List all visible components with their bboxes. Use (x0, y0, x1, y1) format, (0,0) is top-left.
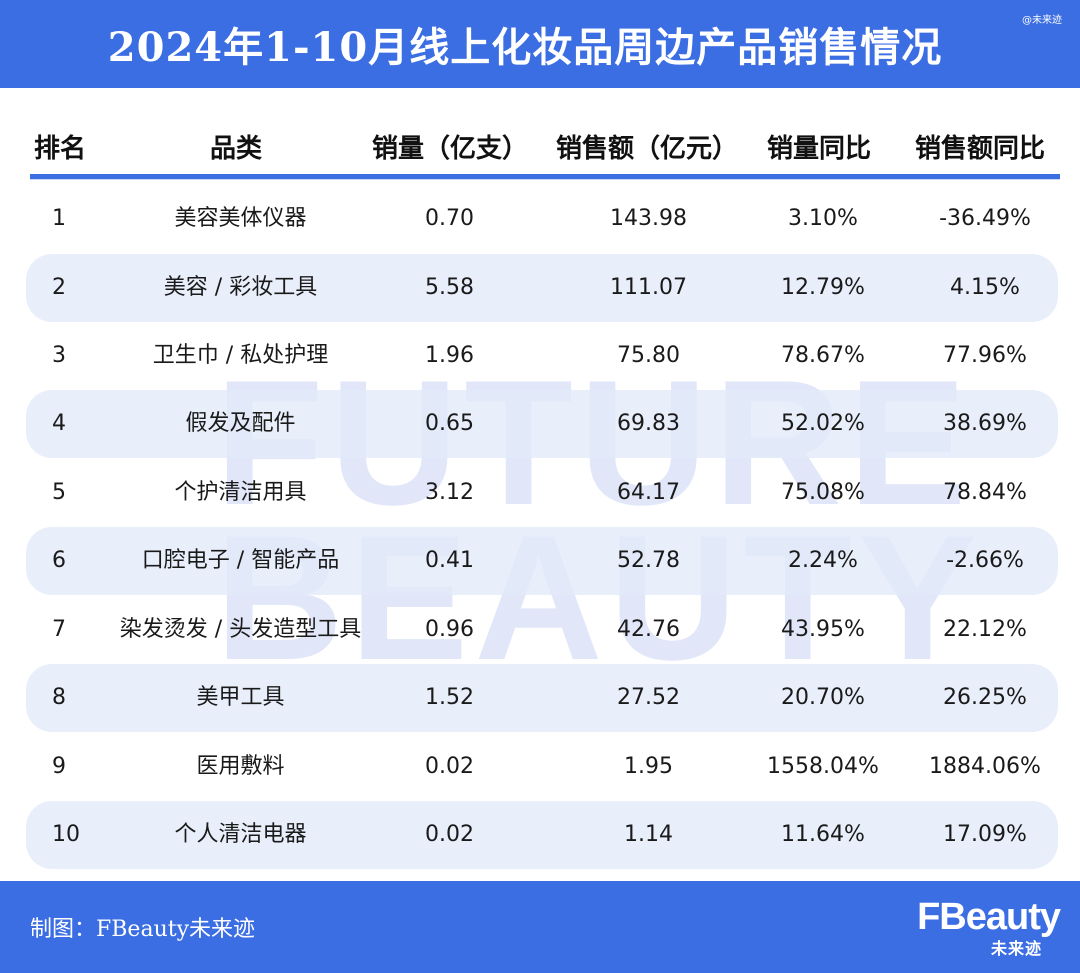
rank-cell: 9 (52, 754, 66, 779)
chart-credit: 制图：FBeauty未来迹 (30, 917, 256, 942)
volume-yoy-cell: 43.95% (781, 617, 865, 642)
sales-yoy-cell: 1884.06% (929, 754, 1041, 779)
sales-cell: 27.52 (617, 685, 680, 710)
sales-yoy-cell: 78.84% (943, 480, 1027, 505)
col-header-category: 品类 (210, 134, 263, 164)
logo-subtitle: 未来迹 (990, 939, 1042, 958)
sales-cell: 69.83 (617, 411, 680, 436)
col-header-sales: 销售额（亿元） (556, 134, 739, 164)
category-cell: 美容美体仪器 (174, 206, 307, 231)
sales-yoy-cell: 17.09% (943, 822, 1027, 847)
rank-cell: 5 (52, 480, 66, 505)
rank-cell: 10 (52, 822, 80, 847)
sales-yoy-cell: 4.15% (950, 275, 1020, 300)
footer-banner: 制图：FBeauty未来迹 FBeauty 未来迹 (0, 881, 1080, 973)
table-row: 5 个护清洁用具 3.12 64.17 75.08% 78.84% (26, 459, 1058, 527)
table-row: 1 美容美体仪器 0.70 143.98 3.10% -36.49% (26, 185, 1058, 253)
sales-yoy-cell: 26.25% (943, 685, 1027, 710)
table-header: 排名 品类 销量（亿支） 销售额（亿元） 销量同比 销售额同比 (30, 118, 1060, 174)
sales-yoy-cell: 22.12% (943, 617, 1027, 642)
category-cell: 个人清洁电器 (174, 822, 307, 847)
rank-cell: 6 (52, 548, 66, 573)
rank-cell: 7 (52, 617, 66, 642)
table-row: 2 美容 / 彩妆工具 5.58 111.07 12.79% 4.15% (26, 254, 1058, 322)
volume-yoy-cell: 11.64% (781, 822, 865, 847)
rank-cell: 4 (52, 411, 66, 436)
header-divider (30, 174, 1060, 179)
table-row: 6 口腔电子 / 智能产品 0.41 52.78 2.24% -2.66% (26, 527, 1058, 595)
sales-cell: 75.80 (617, 343, 680, 368)
volume-cell: 3.12 (425, 480, 474, 505)
category-cell: 卫生巾 / 私处护理 (152, 343, 329, 368)
table-row: 3 卫生巾 / 私处护理 1.96 75.80 78.67% 77.96% (26, 322, 1058, 390)
sales-yoy-cell: -2.66% (946, 548, 1024, 573)
table-row: 4 假发及配件 0.65 69.83 52.02% 38.69% (26, 390, 1058, 458)
volume-cell: 0.41 (425, 548, 474, 573)
volume-cell: 1.96 (425, 343, 474, 368)
sales-cell: 111.07 (610, 275, 687, 300)
volume-cell: 0.65 (425, 411, 474, 436)
logo-wordmark: FBeauty (917, 896, 1061, 938)
category-cell: 美甲工具 (196, 685, 285, 710)
volume-yoy-cell: 52.02% (781, 411, 865, 436)
rank-cell: 8 (52, 685, 66, 710)
volume-cell: 0.02 (425, 754, 474, 779)
sales-yoy-cell: -36.49% (939, 206, 1031, 231)
col-header-sales-yoy: 销售额同比 (915, 134, 1046, 164)
volume-cell: 0.70 (425, 206, 474, 231)
category-cell: 美容 / 彩妆工具 (163, 275, 318, 300)
volume-yoy-cell: 1558.04% (767, 754, 879, 779)
sales-yoy-cell: 77.96% (943, 343, 1027, 368)
sales-cell: 143.98 (610, 206, 687, 231)
category-cell: 假发及配件 (185, 411, 296, 436)
volume-cell: 0.02 (425, 822, 474, 847)
fbeauty-logo: FBeauty 未来迹 (917, 896, 1061, 959)
category-cell: 个护清洁用具 (174, 480, 307, 505)
credit-label: @未来迹 (1022, 15, 1062, 26)
volume-yoy-cell: 3.10% (788, 206, 858, 231)
col-header-volume: 销量（亿支） (372, 134, 529, 164)
rank-cell: 1 (52, 206, 66, 231)
page-title: 2024年1-10月线上化妆品周边产品销售情况 (107, 24, 943, 71)
volume-cell: 0.96 (425, 617, 474, 642)
table-row: 9 医用敷料 0.02 1.95 1558.04% 1884.06% (26, 733, 1058, 801)
volume-yoy-cell: 20.70% (781, 685, 865, 710)
sales-cell: 1.95 (624, 754, 673, 779)
volume-yoy-cell: 78.67% (781, 343, 865, 368)
volume-cell: 5.58 (425, 275, 474, 300)
table-row: 8 美甲工具 1.52 27.52 20.70% 26.25% (26, 664, 1058, 732)
volume-cell: 1.52 (425, 685, 474, 710)
category-cell: 医用敷料 (196, 754, 285, 779)
volume-yoy-cell: 12.79% (781, 275, 865, 300)
sales-cell: 1.14 (624, 822, 673, 847)
sales-yoy-cell: 38.69% (943, 411, 1027, 436)
title-banner: 2024年1-10月线上化妆品周边产品销售情况 @未来迹 (0, 0, 1080, 88)
volume-yoy-cell: 75.08% (781, 480, 865, 505)
rank-cell: 3 (52, 343, 66, 368)
sales-cell: 52.78 (617, 548, 680, 573)
sales-cell: 64.17 (617, 480, 680, 505)
col-header-rank: 排名 (34, 134, 87, 164)
col-header-volume-yoy: 销量同比 (767, 134, 872, 164)
category-cell: 染发烫发 / 头发造型工具 (119, 617, 362, 642)
sales-cell: 42.76 (617, 617, 680, 642)
category-cell: 口腔电子 / 智能产品 (141, 548, 340, 573)
table-row: 10 个人清洁电器 0.02 1.14 11.64% 17.09% (26, 801, 1058, 869)
volume-yoy-cell: 2.24% (788, 548, 858, 573)
rank-cell: 2 (52, 275, 66, 300)
table-row: 7 染发烫发 / 头发造型工具 0.96 42.76 43.95% 22.12% (26, 596, 1058, 664)
